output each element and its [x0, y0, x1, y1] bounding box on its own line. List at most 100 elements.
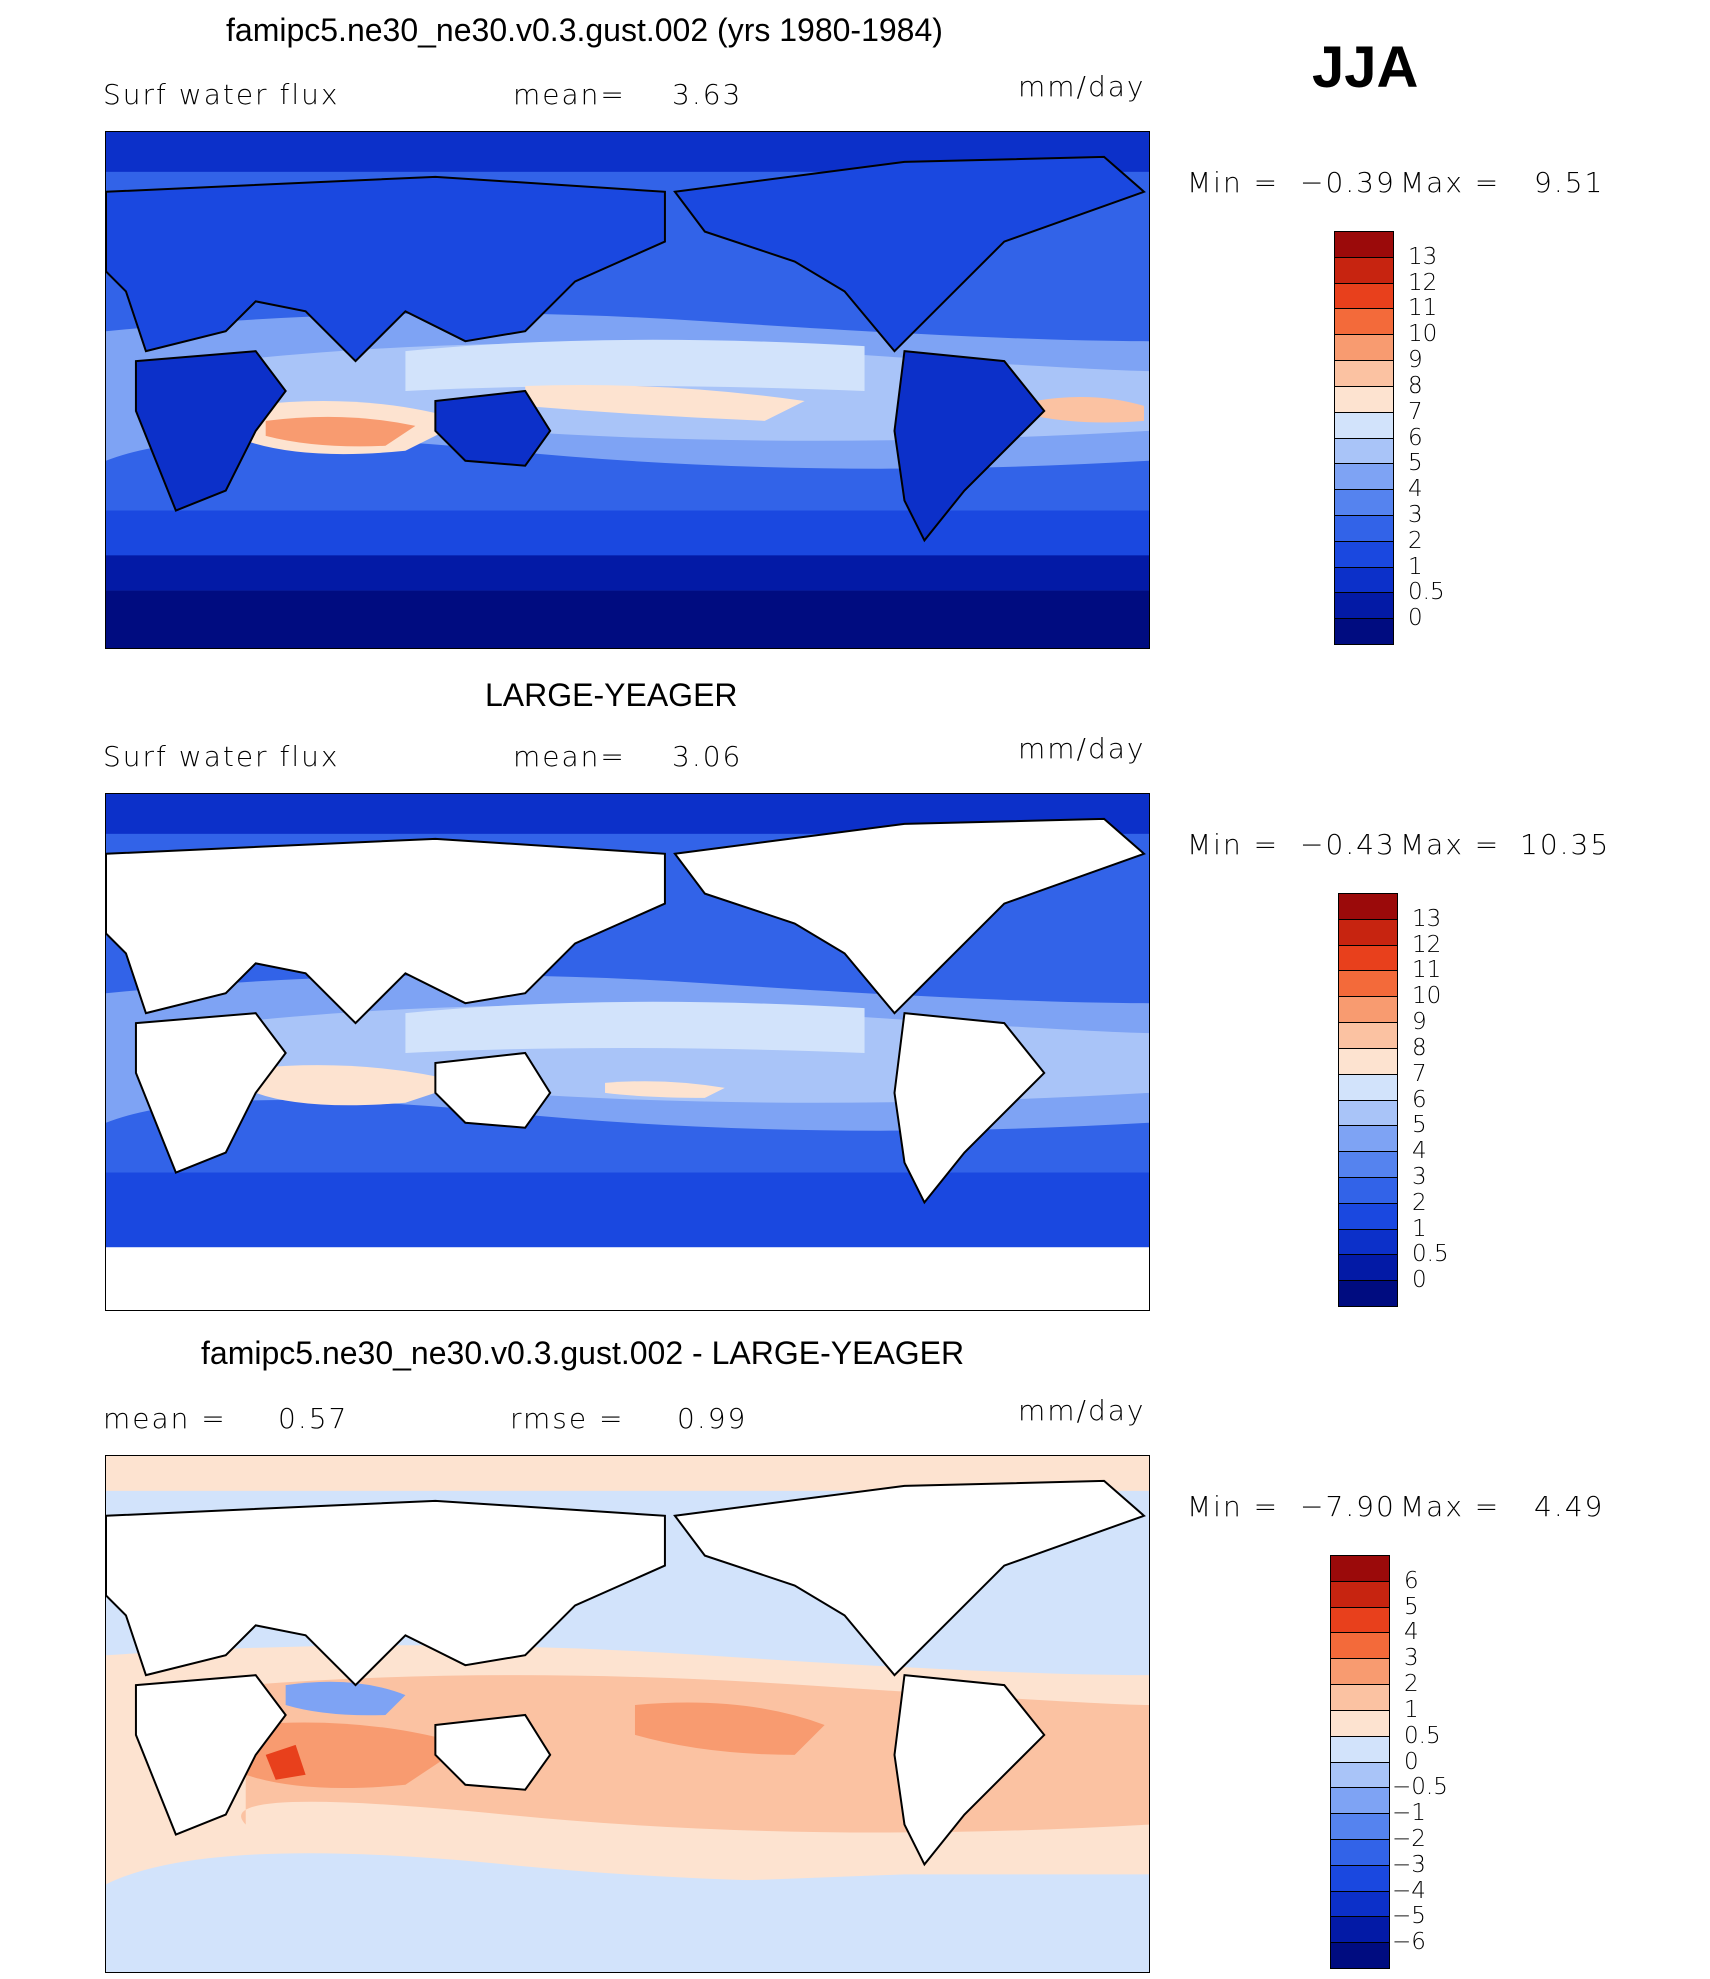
panel-1-max-label: Max = — [1400, 166, 1501, 199]
panel-1-map — [105, 131, 1150, 649]
panel-3-units: mm/day — [1018, 1394, 1146, 1427]
colorbar-tick-label: 0.5 — [1404, 1722, 1441, 1749]
colorbar-tick-label: 8 — [1408, 372, 1423, 399]
colorbar-tick-label: 4 — [1412, 1138, 1427, 1165]
panel-1-max-value: 9.51 — [1534, 166, 1605, 199]
colorbar-tick-label: 4 — [1408, 476, 1423, 503]
colorbar-tick-label: 1 — [1404, 1696, 1419, 1723]
colorbar-swatch — [1334, 256, 1394, 284]
colorbar-swatch — [1334, 411, 1394, 439]
panel-3-map-field — [106, 1456, 1149, 1972]
panel-2-map-field — [106, 794, 1149, 1310]
colorbar-swatch — [1338, 1125, 1398, 1153]
colorbar-swatch — [1330, 1787, 1390, 1815]
colorbar-swatch — [1334, 282, 1394, 310]
colorbar-tick-label: 0 — [1412, 1267, 1427, 1294]
colorbar-tick-label: 2 — [1408, 527, 1423, 554]
colorbar-swatch — [1338, 1254, 1398, 1282]
panel-2-mean-value: 3.06 — [672, 740, 743, 773]
colorbar-swatch — [1330, 1658, 1390, 1686]
colorbar-swatch — [1334, 540, 1394, 568]
panel-3-map — [105, 1455, 1150, 1973]
panel-2-variable-label: Surf water flux — [103, 740, 340, 773]
panel-1-title: famipc5.ne30_ne30.v0.3.gust.002 (yrs 198… — [226, 12, 943, 48]
colorbar-tick-label: 11 — [1408, 295, 1438, 322]
colorbar-swatch — [1338, 1176, 1398, 1204]
panel-2-mean-label: mean= — [513, 740, 626, 773]
colorbar-swatch — [1338, 1228, 1398, 1256]
panel-1-min-value: −0.39 — [1300, 166, 1396, 199]
colorbar-swatch — [1334, 618, 1394, 645]
colorbar-swatch — [1338, 1202, 1398, 1230]
colorbar-tick-label: 6 — [1408, 424, 1423, 451]
colorbar-swatch — [1330, 1580, 1390, 1608]
panel-3-colorbar: 6 5 4 3 2 1 0.5 0 −0.5 −1 −2 −3 −4 −5 −6 — [1330, 1555, 1448, 1969]
colorbar-tick-label: 3 — [1408, 501, 1423, 528]
colorbar-swatch — [1338, 996, 1398, 1024]
colorbar-tick-label: 5 — [1408, 450, 1423, 477]
colorbar-tick-label: 11 — [1412, 957, 1442, 984]
colorbar-tick-label: 5 — [1412, 1112, 1427, 1139]
colorbar-swatch — [1338, 893, 1398, 920]
colorbar-tick-label: −6 — [1392, 1929, 1426, 1956]
panel-2-map — [105, 793, 1150, 1311]
colorbar-swatch — [1330, 1838, 1390, 1866]
panel-2-colorbar: 13 12 11 10 9 8 7 6 5 4 3 2 1 0.5 0 — [1338, 893, 1449, 1307]
colorbar-swatch — [1330, 1761, 1390, 1789]
colorbar-tick-label: 0.5 — [1412, 1241, 1449, 1268]
colorbar-swatch — [1338, 1099, 1398, 1127]
colorbar-tick-label: −1 — [1392, 1800, 1426, 1827]
colorbar-swatch — [1330, 1916, 1390, 1944]
colorbar-tick-label: 12 — [1412, 931, 1442, 958]
colorbar-tick-label: −2 — [1392, 1825, 1426, 1852]
colorbar-tick-label: 0 — [1408, 605, 1423, 632]
panel-3-rmse-value: 0.99 — [677, 1402, 748, 1435]
panel-3-min-value: −7.90 — [1300, 1490, 1396, 1523]
colorbar-tick-label: −3 — [1392, 1851, 1426, 1878]
colorbar-swatch — [1334, 231, 1394, 258]
colorbar-swatch — [1338, 1022, 1398, 1049]
colorbar-tick-label: 2 — [1404, 1671, 1419, 1698]
panel-1-colorbar: 13 12 11 10 9 8 7 6 5 4 3 2 1 0.5 0 — [1334, 231, 1445, 645]
colorbar-swatch — [1334, 514, 1394, 542]
panel-1-map-field — [106, 132, 1149, 648]
panel-3-mean-value: 0.57 — [278, 1402, 349, 1435]
colorbar-tick-label: 0 — [1404, 1748, 1419, 1775]
colorbar-tick-label: 10 — [1408, 321, 1438, 348]
colorbar-swatch — [1334, 489, 1394, 516]
colorbar-swatch — [1330, 1890, 1390, 1918]
colorbar-tick-label: 10 — [1412, 983, 1442, 1010]
colorbar-tick-label: 9 — [1408, 347, 1423, 374]
colorbar-swatch — [1330, 1632, 1390, 1660]
colorbar-tick-label: 12 — [1408, 269, 1438, 296]
colorbar-tick-label: −5 — [1392, 1903, 1426, 1930]
colorbar-tick-label: 5 — [1404, 1593, 1419, 1620]
colorbar-tick-label: 13 — [1408, 243, 1438, 270]
colorbar-tick-label: 6 — [1412, 1086, 1427, 1113]
colorbar-swatch — [1330, 1735, 1390, 1763]
panel-3-max-value: 4.49 — [1534, 1490, 1605, 1523]
colorbar-swatch — [1330, 1813, 1390, 1840]
colorbar-swatch — [1334, 463, 1394, 491]
panel-2-max-value: 10.35 — [1520, 828, 1611, 861]
colorbar-tick-label: −0.5 — [1392, 1774, 1448, 1801]
colorbar-tick-label: 7 — [1412, 1060, 1427, 1087]
colorbar-swatch — [1338, 944, 1398, 972]
panel-2-min-value: −0.43 — [1300, 828, 1396, 861]
colorbar-swatch — [1338, 970, 1398, 998]
colorbar-tick-label: 0.5 — [1408, 579, 1445, 606]
panel-3-title: famipc5.ne30_ne30.v0.3.gust.002 - LARGE-… — [201, 1335, 965, 1371]
panel-2-max-label: Max = — [1400, 828, 1501, 861]
panel-3-min-label: Min = — [1187, 1490, 1280, 1523]
colorbar-tick-label: 3 — [1412, 1163, 1427, 1190]
colorbar-swatch — [1334, 385, 1394, 413]
colorbar-swatch — [1330, 1555, 1390, 1582]
panel-1-variable-label: Surf water flux — [103, 78, 340, 111]
panel-3-mean-label: mean = — [103, 1402, 227, 1435]
panel-2-title: LARGE-YEAGER — [485, 677, 738, 713]
colorbar-swatch — [1334, 592, 1394, 620]
panel-3-rmse-label: rmse = — [510, 1402, 625, 1435]
colorbar-tick-label: 3 — [1404, 1645, 1419, 1672]
panel-1-units: mm/day — [1018, 70, 1146, 103]
panel-1-min-label: Min = — [1187, 166, 1280, 199]
